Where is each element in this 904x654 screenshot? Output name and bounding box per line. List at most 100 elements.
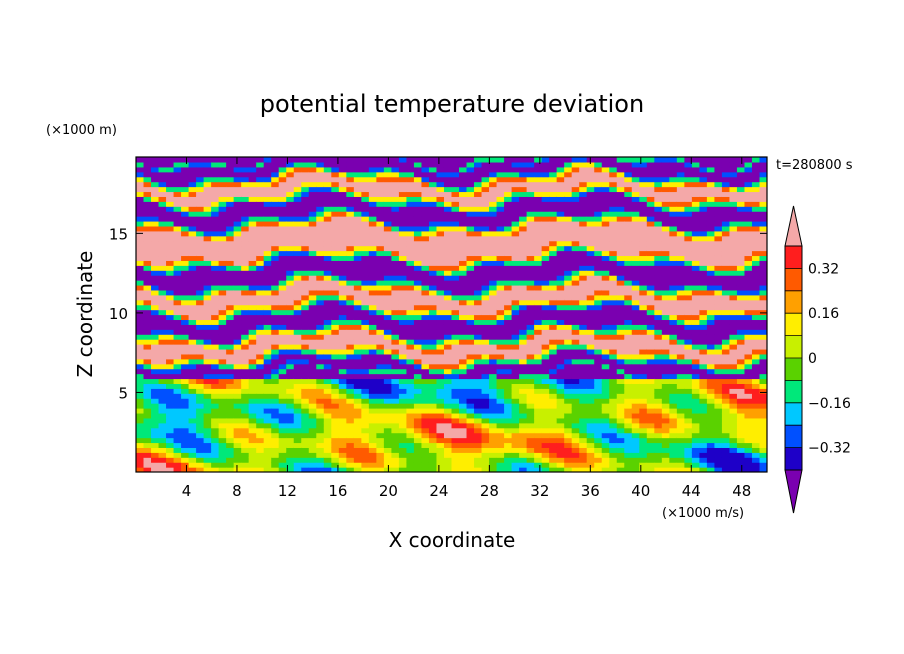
field-cell [136, 161, 145, 168]
field-cell [571, 284, 580, 291]
field-cell [203, 157, 212, 163]
field-cell [654, 353, 663, 360]
field-cell [616, 260, 625, 266]
field-cell [338, 388, 347, 394]
field-cell [323, 422, 332, 429]
field-cell [616, 373, 625, 380]
field-cell [436, 206, 445, 212]
field-cell [661, 260, 670, 266]
field-cell [361, 299, 370, 306]
field-cell [413, 181, 423, 188]
field-cell [368, 412, 377, 419]
field-cell [413, 255, 423, 261]
field-cell [368, 403, 377, 409]
field-cell [443, 457, 453, 463]
field-cell [661, 166, 670, 173]
field-cell [564, 339, 573, 345]
field-cell [166, 255, 175, 261]
field-cell [459, 408, 468, 414]
field-cell [609, 304, 618, 311]
field-cell [504, 467, 513, 472]
field-cell [601, 422, 610, 429]
field-cell [646, 358, 655, 365]
field-cell [271, 235, 280, 242]
field-cell [398, 378, 408, 385]
field-cell [601, 398, 610, 404]
field-cell [586, 363, 595, 370]
field-cell [526, 161, 535, 168]
field-cell [158, 265, 167, 271]
field-cell [278, 289, 287, 296]
field-cell [151, 393, 160, 399]
field-cell [676, 393, 685, 399]
field-cell [218, 368, 227, 375]
field-cell [676, 230, 685, 237]
field-cell [428, 299, 438, 306]
field-cell [323, 417, 332, 424]
field-cell [286, 378, 295, 385]
field-cell [233, 334, 242, 340]
field-cell [436, 314, 445, 321]
field-cell [706, 383, 716, 389]
field-cell [391, 196, 400, 202]
field-cell [308, 388, 317, 394]
field-cell [459, 462, 468, 468]
field-cell [571, 457, 580, 463]
field-cell [714, 432, 723, 439]
field-cell [684, 353, 693, 360]
field-cell [391, 403, 400, 409]
field-cell [631, 284, 640, 291]
field-cell [706, 368, 716, 375]
field-cell [203, 353, 212, 360]
field-cell [413, 186, 423, 193]
field-cell [218, 412, 227, 419]
field-cell [398, 206, 408, 212]
field-cell [383, 176, 393, 183]
field-cell [338, 260, 347, 266]
field-cell [233, 314, 242, 321]
field-cell [181, 368, 190, 375]
field-cell [624, 412, 633, 419]
field-cell [646, 378, 655, 385]
field-cell [398, 462, 408, 468]
field-cell [331, 393, 340, 399]
field-cell [406, 467, 415, 472]
field-cell [383, 289, 393, 296]
field-cell [271, 245, 280, 252]
field-cell [564, 442, 573, 448]
field-cell [218, 388, 227, 394]
field-cell [676, 348, 685, 355]
field-cell [526, 289, 535, 296]
field-cell [699, 388, 708, 394]
field-cell [263, 457, 272, 463]
field-cell [173, 339, 182, 345]
field-cell [391, 260, 400, 266]
field-cell [218, 225, 227, 232]
field-cell [451, 196, 460, 202]
field-cell [308, 348, 317, 355]
field-cell [684, 240, 693, 247]
field-cell [226, 329, 235, 335]
field-cell [173, 304, 182, 311]
field-cell [158, 270, 167, 276]
field-cell [308, 171, 317, 178]
field-cell [293, 186, 302, 193]
field-cell [218, 181, 227, 188]
field-cell [353, 358, 362, 365]
field-cell [481, 161, 490, 168]
field-cell [158, 383, 167, 389]
field-cell [496, 176, 505, 183]
field-cell [481, 363, 490, 370]
field-cell [481, 403, 490, 409]
field-cell [278, 457, 287, 463]
field-cell [496, 383, 505, 389]
field-cell [391, 166, 400, 173]
field-cell [571, 181, 580, 188]
field-cell [278, 432, 287, 439]
field-cell [654, 211, 663, 217]
field-cell [549, 171, 558, 178]
field-cell [646, 432, 655, 439]
field-cell [579, 270, 588, 276]
field-cell [286, 437, 295, 444]
field-cell [571, 201, 580, 207]
